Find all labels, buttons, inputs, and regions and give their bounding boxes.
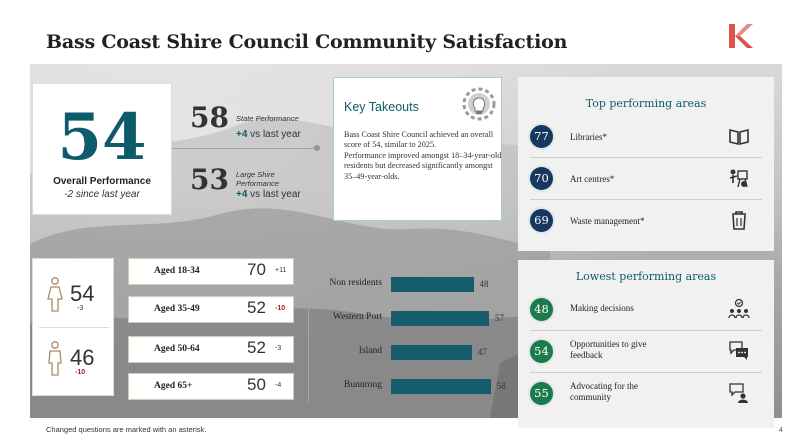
key-takeouts-card: Key Takeouts Bass Coast Shire Council ac… (333, 77, 502, 221)
bar-category-label: Island (358, 346, 382, 356)
row-divider (530, 330, 762, 331)
gender-divider (39, 327, 109, 328)
top-area-row: 69 Waste management* (528, 205, 768, 241)
score-circle: 77 (528, 123, 555, 150)
age-score: 70 (247, 260, 266, 279)
row-divider (530, 157, 762, 158)
area-label: Waste management* (570, 216, 645, 226)
lowest-performing-heading: Lowest performing areas (575, 270, 717, 283)
area-label: Advocating for the community (570, 381, 638, 402)
lowest-area-row: 55 Advocating for the community (528, 378, 768, 414)
area-label: Making decisions (570, 303, 634, 313)
bar (391, 311, 490, 326)
age-score: 52 (247, 298, 266, 317)
age-score: 50 (247, 375, 266, 394)
page-title: Bass Coast Shire Council Community Satis… (46, 31, 568, 53)
row-divider (530, 199, 762, 200)
score-circle: 54 (528, 338, 555, 365)
lowest-performing-panel: Lowest performing areas 48 Making decisi… (518, 260, 774, 428)
age-delta: +11 (275, 267, 287, 274)
large-shire-performance: 53 Large Shire Performance +4 vs last yea… (190, 163, 320, 205)
advocate-icon (729, 383, 748, 403)
overall-score: 54 (57, 100, 147, 175)
key-takeouts-heading: Key Takeouts (344, 100, 419, 114)
gender-scores-card: 54 -3 46 -10 (32, 258, 114, 396)
age-row: Aged 35-49 52 -10 (128, 296, 294, 323)
top-area-row: 77 Libraries* (528, 121, 768, 157)
lightbulb-gear-icon (462, 87, 496, 121)
lowest-area-row: 54 Opportunities to give feedback (528, 336, 768, 372)
age-label: Aged 35-49 (154, 304, 200, 314)
male-score: 46 (70, 345, 95, 370)
brand-logo (729, 24, 753, 48)
state-label: State Performance (236, 114, 299, 123)
score-circle: 48 (528, 296, 555, 323)
age-score: 52 (247, 338, 266, 357)
top-performing-heading: Top performing areas (585, 97, 707, 110)
book-icon (729, 128, 749, 146)
top-area-row: 70 Art centres* (528, 163, 768, 199)
age-label: Aged 65+ (154, 381, 193, 391)
page-number: 4 (779, 427, 783, 434)
bar-value-label: 47 (477, 347, 487, 357)
section-divider (308, 258, 309, 403)
age-row: Aged 18-34 70 +11 (128, 258, 294, 285)
bar-value-label: 48 (479, 279, 489, 289)
group-decision-icon (728, 298, 750, 319)
male-delta: -10 (75, 369, 86, 376)
easel-icon (729, 169, 748, 188)
female-score: 54 (70, 281, 95, 306)
score-circle: 69 (528, 207, 555, 234)
bar-category-label: Western Port (332, 312, 382, 322)
bar-value-label: 57 (495, 313, 505, 323)
overall-performance-card: 54 Overall Performance -2 since last yea… (32, 83, 172, 215)
comparison-divider (172, 148, 318, 149)
female-delta: -3 (77, 305, 84, 312)
age-delta: -3 (275, 345, 282, 352)
score-circle: 55 (528, 380, 555, 407)
key-takeouts-text: Bass Coast Shire Council achieved an ove… (344, 130, 502, 181)
state-performance: 58 State Performance +4 vs last year (190, 101, 320, 141)
overall-label: Overall Performance (53, 176, 151, 187)
row-divider (530, 372, 762, 373)
large-shire-delta: +4 vs last year (236, 189, 301, 200)
footnote: Changed questions are marked with an ast… (46, 425, 207, 434)
bar-category-label: Bunurong (344, 380, 382, 390)
bar (391, 345, 472, 360)
male-icon (48, 341, 62, 376)
state-delta: +4 vs last year (236, 129, 301, 140)
top-performing-panel: Top performing areas 77 Libraries* 70 Ar… (518, 77, 774, 251)
area-label: Art centres* (570, 174, 615, 184)
age-delta: -10 (275, 305, 286, 312)
age-delta: -4 (275, 382, 282, 389)
divider-dot (314, 145, 320, 151)
large-shire-label: Large Shire Performance (236, 170, 279, 188)
score-circle: 70 (528, 165, 555, 192)
chat-icon (729, 341, 748, 360)
age-label: Aged 18-34 (154, 266, 200, 276)
lowest-area-row: 48 Making decisions (528, 294, 768, 330)
bar-value-label: 58 (496, 381, 506, 391)
female-icon (47, 277, 63, 312)
area-label: Opportunities to give feedback (570, 339, 647, 360)
large-shire-score: 53 (190, 163, 229, 196)
area-label: Libraries* (570, 132, 607, 142)
overall-change: -2 since last year (64, 189, 140, 200)
age-row: Aged 65+ 50 -4 (128, 373, 294, 400)
age-label: Aged 50-64 (154, 344, 200, 354)
state-score: 58 (190, 101, 229, 134)
bar (391, 277, 474, 292)
bar-category-label: Non residents (329, 278, 382, 288)
bar (391, 379, 491, 394)
bin-icon (732, 211, 746, 230)
age-row: Aged 50-64 52 -3 (128, 336, 294, 363)
